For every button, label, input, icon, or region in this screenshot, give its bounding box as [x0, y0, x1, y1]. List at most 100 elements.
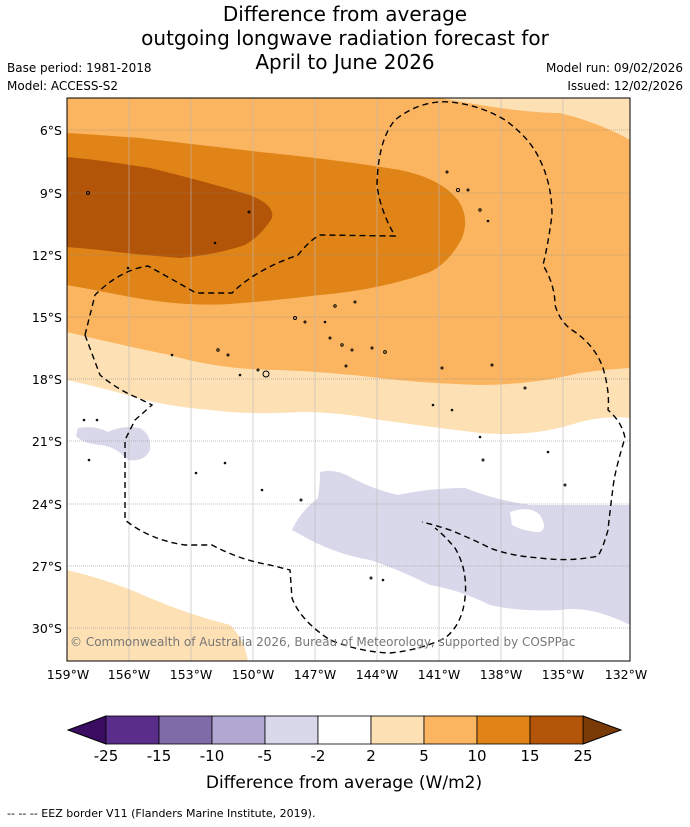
- lon-label: 141°W: [418, 667, 460, 682]
- lat-label: 27°S: [32, 559, 62, 574]
- colorbar-tick-label: 5: [419, 747, 429, 765]
- lat-label: 24°S: [32, 497, 62, 512]
- island: [455, 187, 461, 193]
- base-period: Base period: 1981-2018: [7, 61, 152, 75]
- island: [383, 350, 387, 354]
- model-name: Model: ACCESS-S2: [7, 79, 119, 93]
- colorbar-segment: [370, 715, 425, 745]
- eez-border-south: [84, 334, 467, 654]
- band-lavender-west: [76, 427, 151, 461]
- island: [247, 210, 251, 214]
- island: [369, 576, 373, 580]
- island: [445, 170, 449, 174]
- island: [82, 418, 86, 422]
- colorbar-segment: [211, 715, 266, 745]
- island: [226, 353, 230, 357]
- island: [86, 191, 90, 195]
- island: [293, 316, 297, 320]
- island: [344, 364, 348, 368]
- lat-labels: 6°S 9°S 12°S 15°S 18°S 21°S 24°S 27°S 30…: [32, 123, 62, 636]
- lat-label: 9°S: [40, 186, 62, 201]
- colorbar-segment: [317, 715, 372, 745]
- island: [223, 461, 227, 465]
- lon-label: 144°W: [356, 667, 398, 682]
- island: [87, 458, 91, 462]
- graticule: [67, 98, 630, 661]
- island: [353, 300, 357, 304]
- band-very-dark-orange: [67, 157, 273, 258]
- issued-date: Issued: 12/02/2026: [567, 79, 683, 93]
- island: [126, 266, 130, 270]
- lat-label: 30°S: [32, 621, 62, 636]
- olr-anomaly-map: © Commonwealth of Australia 2026, Bureau…: [32, 97, 647, 793]
- colorbar-ticks: -25 -15 -10 -5 -2 2 5 10 15 25: [94, 747, 593, 765]
- island: [431, 403, 435, 407]
- lavender-hole: [510, 509, 544, 532]
- lon-label: 156°W: [108, 667, 150, 682]
- colorbar-segments: [105, 715, 584, 745]
- lon-label: 150°W: [232, 667, 274, 682]
- lat-label: 12°S: [32, 248, 62, 263]
- meta-right: Model run: 09/02/2026 Issued: 12/02/2026: [546, 59, 683, 95]
- island: [523, 386, 527, 390]
- lat-label: 18°S: [32, 372, 62, 387]
- colorbar-above-arrow: [582, 715, 623, 745]
- lon-label: 138°W: [480, 667, 522, 682]
- map-title: Difference from average outgoing longwav…: [0, 2, 690, 74]
- colorbar-tick-label: -25: [94, 747, 119, 765]
- colorbar-tick-label: 25: [573, 747, 592, 765]
- band-lavender-south: [292, 470, 630, 625]
- island: [238, 373, 242, 377]
- island: [256, 368, 260, 372]
- island: [95, 418, 99, 422]
- colorbar-label: Difference from average (W/m2): [206, 773, 482, 793]
- island: [450, 408, 454, 412]
- colorbar-below-arrow: [66, 715, 107, 745]
- title-line-2: outgoing longwave radiation forecast for: [141, 26, 549, 50]
- colorbar-segment: [158, 715, 213, 745]
- island: [381, 578, 385, 582]
- colorbar: -25 -15 -10 -5 -2 2 5 10 15 25 Difference from av…: [66, 715, 623, 793]
- lat-label: 15°S: [32, 310, 62, 325]
- colorbar-segment: [476, 715, 531, 745]
- model-run: Model run: 09/02/2026: [545, 61, 683, 75]
- eez-border-cook-islands: [84, 101, 626, 561]
- meta-left: Base period: 1981-2018 Model: ACCESS-S2: [7, 59, 152, 95]
- copyright-note: © Commonwealth of Australia 2026, Bureau…: [70, 635, 575, 649]
- lon-labels: 159°W 156°W 153°W 150°W 147°W 144°W 141°…: [47, 667, 647, 682]
- lat-label: 6°S: [40, 123, 62, 138]
- colorbar-tick-label: -10: [200, 747, 225, 765]
- anomaly-fields: [67, 98, 630, 661]
- island: [340, 343, 344, 347]
- island: [213, 241, 217, 245]
- island: [194, 471, 198, 475]
- island: [350, 348, 354, 352]
- title-line-3: April to June 2026: [255, 50, 435, 74]
- island: [216, 348, 220, 352]
- island: [370, 346, 374, 350]
- colorbar-tick-label: 15: [520, 747, 539, 765]
- island: [303, 320, 307, 324]
- island: [546, 450, 550, 454]
- island: [481, 458, 485, 462]
- lat-label: 21°S: [32, 434, 62, 449]
- colorbar-segment: [423, 715, 478, 745]
- lon-label: 159°W: [47, 667, 89, 682]
- island: [260, 488, 264, 492]
- island: [466, 188, 470, 192]
- colorbar-segment: [529, 715, 584, 745]
- eez-borders: [84, 101, 626, 654]
- islands: [82, 170, 567, 582]
- colorbar-segment: [105, 715, 160, 745]
- lon-label: 132°W: [605, 667, 647, 682]
- band-light-orange-south: [67, 570, 248, 661]
- lon-label: 135°W: [542, 667, 584, 682]
- colorbar-tick-label: -5: [258, 747, 273, 765]
- island: [478, 435, 482, 439]
- colorbar-tick-label: -15: [147, 747, 172, 765]
- lon-label: 153°W: [170, 667, 212, 682]
- colorbar-segment: [264, 715, 319, 745]
- eez-legend-note: -- -- -- EEZ border V11 (Flanders Marine…: [7, 807, 316, 820]
- island: [262, 370, 270, 378]
- island: [328, 336, 332, 340]
